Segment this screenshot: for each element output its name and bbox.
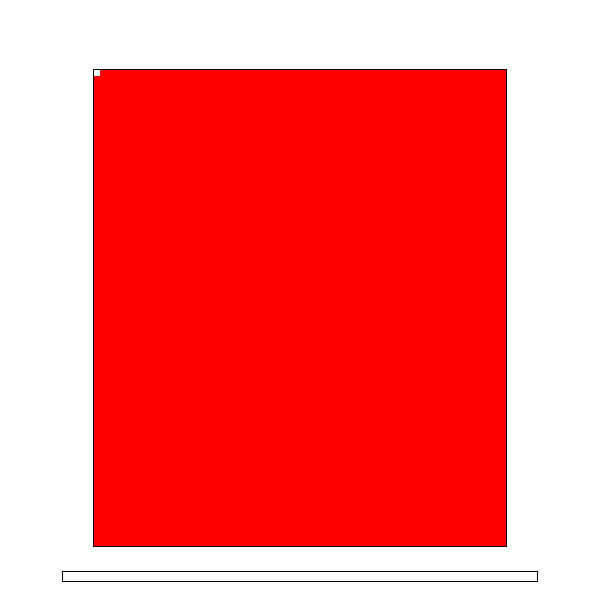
colorbar (0, 568, 600, 598)
map-plot-area[interactable] (93, 69, 507, 547)
colorbar-strip (62, 571, 538, 582)
solar-radiation-field (94, 70, 506, 546)
